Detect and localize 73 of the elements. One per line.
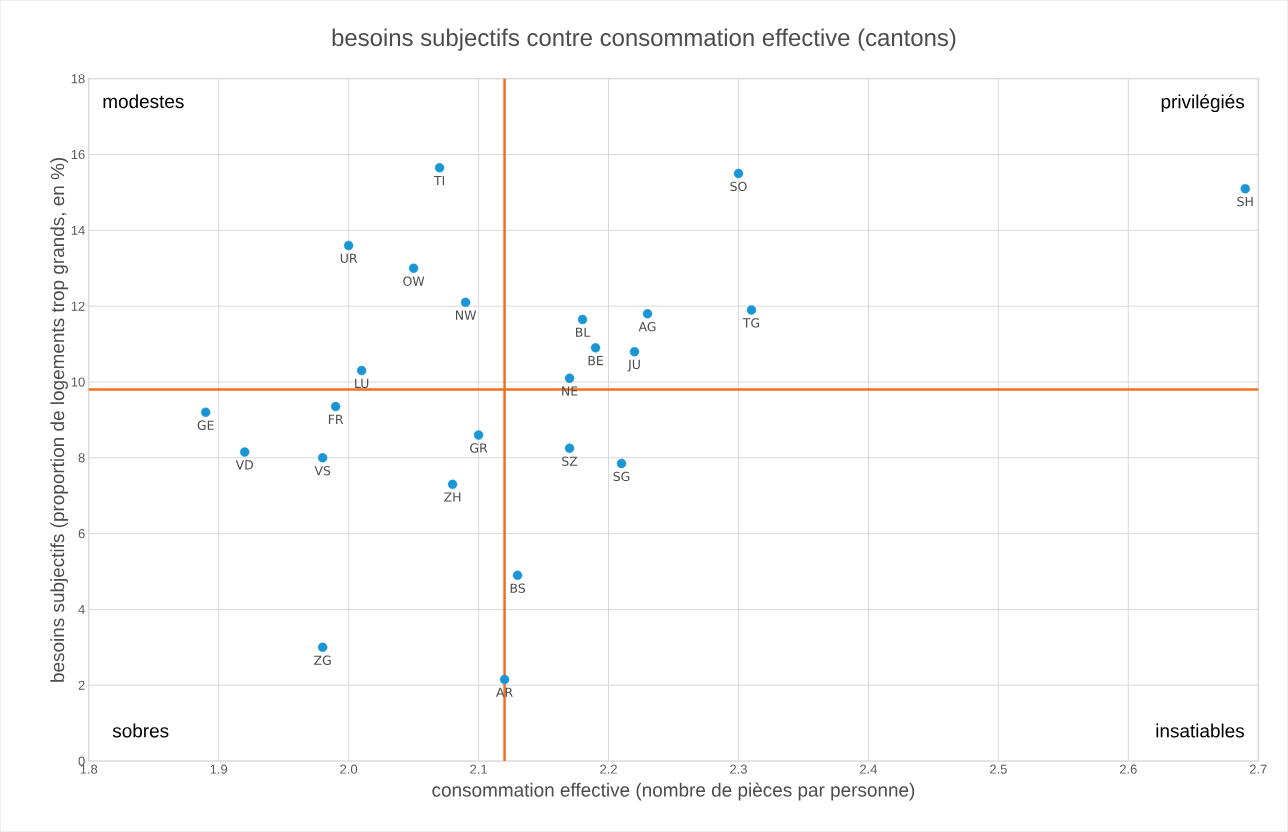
- point: [629, 347, 640, 357]
- point: [512, 570, 523, 581]
- point: [239, 447, 250, 457]
- x-tick-label: 2.1: [470, 764, 487, 774]
- point: [330, 402, 341, 412]
- y-tick-label: 14: [71, 226, 85, 235]
- x-tick-label: 2.4: [860, 764, 878, 774]
- point: [356, 366, 367, 376]
- y-tick-label: 12: [71, 301, 85, 311]
- annotation: VS: [314, 466, 331, 476]
- annotation: SZ: [562, 456, 578, 467]
- point: [317, 642, 328, 653]
- y-tick-label: 4: [78, 605, 85, 614]
- point: [343, 240, 354, 251]
- y-tick-label: 18: [71, 74, 85, 84]
- annotation: SH: [1237, 196, 1253, 207]
- annotation: TI: [433, 176, 445, 186]
- annotation: OW: [403, 276, 425, 286]
- x-tick-label: 2.5: [990, 764, 1007, 774]
- point: [434, 163, 445, 173]
- x-axis-title: consommation effective (nombre de pièces par personne): [432, 782, 915, 801]
- chart-title: besoins subjectifs contre consommation effective (cantons): [332, 28, 956, 51]
- point: [564, 373, 575, 383]
- x-tick-label: 1.8: [80, 764, 98, 774]
- point: [408, 263, 419, 274]
- x-tick-label: 2.6: [1119, 764, 1137, 774]
- annotation: LU: [355, 378, 369, 389]
- annotation: BE: [588, 356, 603, 366]
- y-tick-label: 6: [78, 529, 85, 539]
- point: [733, 168, 744, 179]
- annotation: FR: [328, 414, 344, 425]
- annotation: VD: [235, 460, 254, 470]
- annotation: NW: [455, 310, 476, 320]
- annotation: TG: [742, 318, 760, 328]
- annotation: AG: [638, 322, 656, 332]
- point: [746, 305, 757, 315]
- x-tick-label: 2.0: [340, 764, 358, 774]
- annotation: JU: [627, 359, 640, 372]
- annotation: BS: [510, 583, 526, 594]
- annotation: ZH: [444, 492, 461, 502]
- annotation: insatiables: [1156, 723, 1245, 738]
- annotation: UR: [340, 253, 358, 264]
- point: [201, 407, 211, 418]
- annotation: ZG: [314, 655, 331, 666]
- x-tick-label: 1.9: [210, 764, 228, 774]
- x-tick-label: 2.7: [1249, 764, 1267, 774]
- x-tick-label: 2.3: [730, 764, 747, 774]
- y-axis-title: besoins subjectifs (proportion de logements trop grands, en %): [50, 158, 68, 682]
- point: [499, 674, 510, 685]
- y-tick-label: 10: [71, 377, 85, 387]
- y-tick-label: 2: [78, 680, 85, 690]
- annotation: modestes: [103, 94, 184, 109]
- annotation: SO: [730, 181, 747, 192]
- x-tick-label: 2.2: [600, 764, 617, 774]
- annotation: BL: [576, 327, 591, 337]
- annotation: sobres: [112, 723, 169, 738]
- point: [447, 479, 458, 490]
- annotation: privilégiés: [1161, 94, 1245, 113]
- point: [590, 343, 601, 353]
- y-tick-label: 16: [71, 150, 85, 160]
- point: [564, 443, 575, 454]
- annotation: GR: [470, 443, 488, 453]
- y-tick-label: 0: [78, 756, 85, 766]
- annotation: GE: [197, 420, 214, 431]
- point: [317, 453, 328, 463]
- annotation: SG: [613, 471, 630, 482]
- point: [473, 430, 484, 440]
- point: [616, 458, 627, 469]
- point: [577, 314, 588, 325]
- point: [642, 309, 653, 319]
- y-tick-label: 8: [78, 453, 85, 463]
- point: [460, 297, 471, 308]
- point: [1240, 184, 1250, 194]
